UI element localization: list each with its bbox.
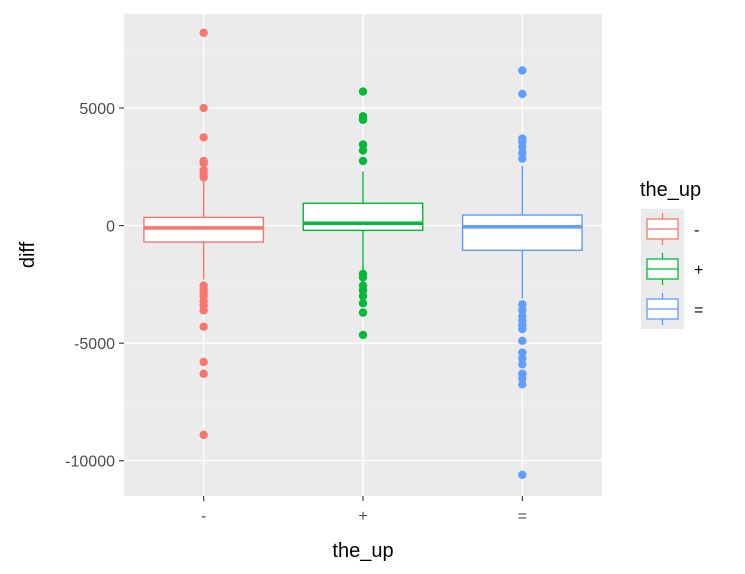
- outlier-point: [518, 148, 527, 157]
- outlier-point: [358, 273, 368, 282]
- legend-label: -: [694, 222, 699, 239]
- outlier-point: [518, 142, 527, 152]
- legend-label: +: [694, 262, 703, 279]
- outlier-point: [358, 291, 368, 301]
- outlier-point: [358, 330, 368, 340]
- legend-key: [641, 209, 684, 249]
- y-tick-label: -5000: [74, 336, 115, 353]
- y-tick-label: -10000: [65, 454, 115, 471]
- outlier-point: [199, 357, 208, 367]
- outlier-point: [358, 146, 368, 155]
- outlier-point: [358, 115, 368, 125]
- outlier-point: [518, 374, 527, 383]
- outlier-point: [199, 430, 208, 440]
- x-axis: - + =: [201, 496, 527, 525]
- legend-label: =: [694, 302, 703, 319]
- outlier-point: [518, 470, 527, 480]
- legend-title: the_up: [640, 179, 701, 201]
- outlier-point: [199, 173, 208, 182]
- outlier-point: [518, 66, 527, 75]
- outlier-point: [199, 103, 208, 113]
- y-axis-title: diff: [17, 241, 39, 268]
- box-series: [143, 28, 583, 480]
- legend-key: [641, 249, 684, 289]
- outlier-point: [199, 28, 208, 38]
- outlier-point: [518, 354, 527, 363]
- legend-key: [641, 289, 684, 329]
- outlier-point: [358, 87, 368, 96]
- outlier-point: [518, 154, 527, 163]
- outlier-point: [358, 299, 368, 308]
- outlier-point: [358, 140, 368, 149]
- box-group: [302, 87, 424, 340]
- outlier-point: [199, 369, 208, 378]
- x-tick-label: =: [518, 508, 527, 525]
- y-tick-label: 0: [106, 219, 115, 236]
- outlier-point: [199, 133, 208, 142]
- box-iqr: [302, 202, 424, 232]
- outlier-point: [199, 159, 208, 168]
- outlier-point: [358, 286, 368, 295]
- outlier-point: [518, 306, 527, 315]
- outlier-point: [199, 322, 208, 331]
- outlier-point: [518, 336, 527, 346]
- box-iqr: [461, 214, 583, 251]
- y-tick-label: 5000: [79, 101, 115, 118]
- outlier-point: [518, 89, 527, 99]
- outlier-point: [518, 300, 527, 309]
- box-group: [143, 28, 265, 440]
- legend: the_up - + =: [640, 179, 703, 329]
- outlier-point: [358, 308, 368, 317]
- x-tick-label: +: [358, 508, 367, 525]
- outlier-point: [518, 360, 527, 369]
- outlier-point: [518, 324, 527, 334]
- box-group: [461, 66, 583, 480]
- outlier-point: [199, 306, 208, 315]
- outlier-point: [518, 380, 527, 389]
- x-tick-label: -: [201, 508, 206, 525]
- outlier-point: [518, 348, 527, 357]
- y-axis: -10000 -5000 0 5000: [65, 101, 124, 471]
- outlier-point: [358, 156, 368, 166]
- x-axis-title: the_up: [332, 540, 393, 562]
